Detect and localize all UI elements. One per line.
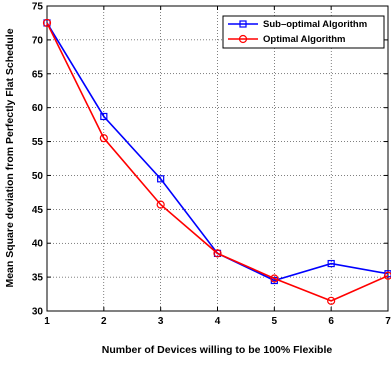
data-point-optimal (383, 271, 391, 280)
data-point-optimal (213, 249, 222, 258)
plot-frame (46, 5, 389, 312)
x-tick-label: 6 (328, 316, 334, 327)
legend-box (222, 15, 385, 49)
legend-label-suboptimal: Sub–optimal Algorithm (263, 19, 367, 30)
y-axis-label: Mean Square deviation from Perfectly Fla… (4, 28, 16, 287)
x-tick-label: 7 (385, 316, 391, 327)
y-tick-label: 45 (32, 205, 44, 216)
data-point-optimal (42, 18, 52, 28)
x-tick-label: 4 (215, 316, 221, 327)
x-tick-label: 3 (158, 316, 164, 327)
x-axis-label: Number of Devices willing to be 100% Fle… (102, 344, 333, 356)
y-tick-label: 30 (32, 307, 44, 318)
x-tick-label: 5 (272, 316, 278, 327)
y-tick-label: 65 (32, 69, 44, 80)
data-point-optimal (156, 200, 165, 209)
data-point-optimal (270, 274, 279, 283)
x-tick-label: 1 (44, 316, 50, 327)
y-tick-label: 55 (32, 137, 44, 148)
data-point-optimal (99, 134, 108, 143)
legend-marker-optimal (238, 34, 248, 44)
y-tick-label: 75 (32, 2, 44, 13)
y-tick-label: 50 (32, 171, 44, 182)
y-tick-label: 40 (32, 239, 44, 250)
y-tick-label: 70 (32, 35, 44, 46)
legend-label-optimal: Optimal Algorithm (263, 34, 346, 45)
y-tick-label: 60 (32, 103, 44, 114)
series-line-optimal (46, 22, 389, 302)
series-group (42, 18, 391, 305)
x-tick-label: 2 (101, 316, 107, 327)
data-point-optimal (327, 296, 336, 305)
data-point-suboptimal (100, 112, 108, 121)
data-point-suboptimal (157, 175, 165, 183)
y-tick-label: 35 (32, 273, 44, 284)
legend-marker-suboptimal (239, 20, 247, 28)
data-point-suboptimal (327, 259, 335, 268)
legend: Sub–optimal Algorithm Optimal Algorithm (222, 15, 385, 49)
